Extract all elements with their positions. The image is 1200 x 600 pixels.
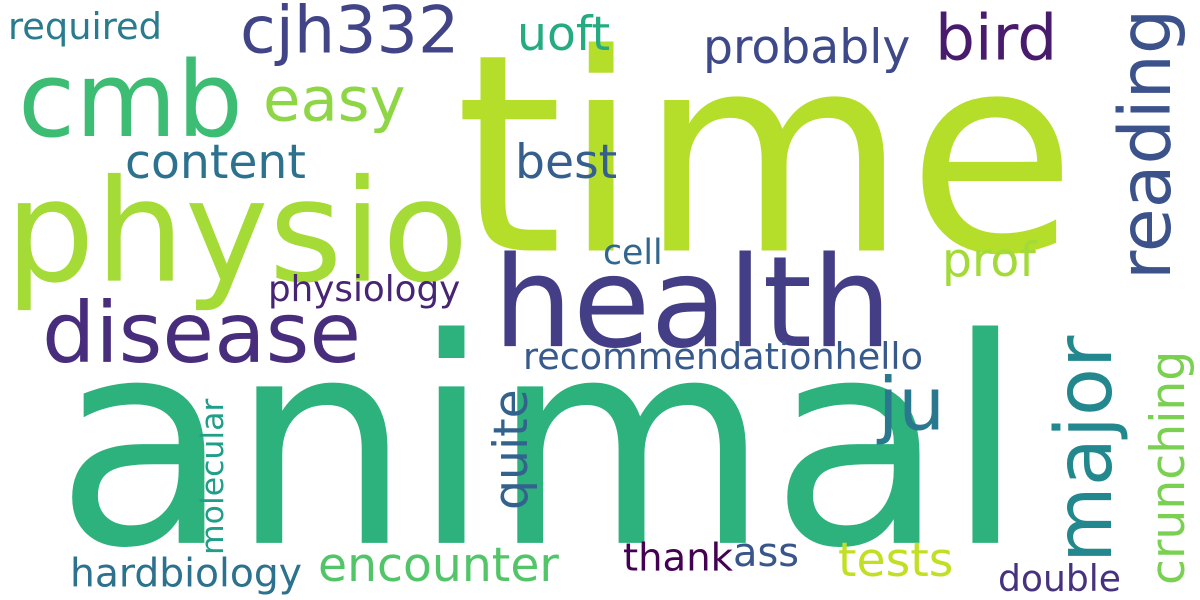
word-cjh332: cjh332 — [240, 0, 460, 69]
word-molecular: molecular — [195, 398, 231, 555]
word-content: content — [125, 134, 306, 190]
word-required: required — [8, 5, 162, 49]
word-health: health — [493, 229, 892, 376]
word-tests: tests — [838, 532, 954, 588]
word-reading: reading — [1104, 8, 1187, 280]
word-encounter: encounter — [318, 537, 559, 593]
word-easy: easy — [263, 64, 406, 136]
word-physiology: physiology — [268, 269, 461, 311]
word-bird: bird — [935, 1, 1058, 75]
word-animal: animal — [55, 277, 1025, 600]
word-major: major — [1038, 335, 1130, 563]
word-prof: prof — [942, 232, 1036, 288]
word-double: double — [998, 557, 1121, 600]
word-cell: cell — [603, 233, 663, 274]
word-recommendationhello: recommendationhello — [523, 335, 923, 379]
word-cmb: cmb — [18, 38, 243, 161]
word-physio: physio — [5, 149, 469, 315]
word-ass: ass — [733, 530, 800, 577]
word-probably: probably — [703, 19, 911, 75]
word-thank: thank — [623, 535, 733, 581]
word-hardbiology: hardbiology — [70, 551, 302, 597]
word-ju: ju — [878, 362, 946, 448]
word-disease: disease — [42, 284, 362, 382]
word-uoft: uoft — [517, 6, 611, 62]
word-crunching: crunching — [1141, 350, 1196, 585]
word-best: best — [515, 134, 618, 190]
word-time: time — [455, 0, 1077, 316]
word-quite: quite — [484, 389, 539, 510]
